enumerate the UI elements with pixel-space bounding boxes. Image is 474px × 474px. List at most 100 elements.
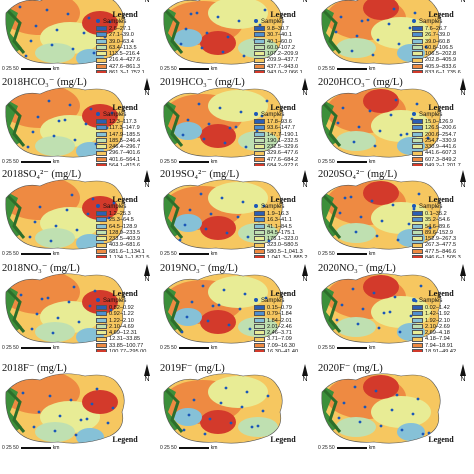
legend-row: 2.69–4.18	[412, 330, 470, 336]
sample-point	[399, 133, 403, 137]
sample-point	[248, 327, 252, 331]
sample-point	[201, 284, 205, 288]
legend-row: 7.6–26.7	[412, 26, 470, 32]
sample-dot-icon	[412, 19, 416, 24]
sample-point	[45, 8, 49, 12]
sample-point	[73, 138, 77, 142]
sample-point	[92, 51, 96, 55]
north-arrow-icon: N	[458, 78, 468, 98]
sample-point	[21, 391, 25, 395]
north-arrow-icon: N	[142, 364, 152, 384]
sample-point	[204, 227, 208, 231]
sample-point	[241, 200, 245, 204]
legend-row: 1.2–25.3	[96, 211, 154, 217]
sample-point	[354, 230, 358, 234]
legend-samples: Samples	[96, 19, 154, 26]
legend-row: 607.3–849.2	[412, 157, 470, 163]
north-arrow-icon: N	[300, 364, 310, 384]
legend: Legend Samples 1.2–25.3 25.3–64.5 64.5–128.9…	[96, 196, 154, 258]
panel-title: 2019NO₃⁻ (mg/L)	[160, 263, 238, 274]
legend-row: 185.5–246.4	[96, 138, 154, 144]
legend: Legend Samples 7.6–26.7 26.7–39.0 39.0–60.8 6…	[412, 11, 470, 73]
sample-point	[26, 145, 30, 149]
sample-point	[112, 201, 116, 205]
sample-point	[29, 39, 33, 43]
legend-row: 2.46–3.71	[254, 330, 312, 336]
sample-point	[426, 136, 430, 140]
sample-point	[368, 109, 372, 113]
sample-dot-icon	[96, 19, 100, 24]
sample-point	[200, 46, 204, 50]
sample-point	[240, 405, 244, 409]
sample-point	[106, 421, 110, 425]
scale-bar: 0 25 50 km	[2, 445, 60, 451]
sample-point	[74, 433, 78, 437]
sample-point	[69, 398, 73, 402]
legend-row: 175.1–323.0	[254, 236, 312, 242]
region-map	[163, 273, 283, 344]
scale-bar: 0 25 50 km	[2, 66, 60, 72]
sample-point	[53, 429, 57, 433]
legend-row: 437.7–943.0	[254, 64, 312, 70]
legend-row: 580.5–1,041.3	[254, 249, 312, 255]
legend-row: 833.6–1,735.6	[412, 70, 470, 73]
legend-title: Legend	[428, 103, 454, 112]
legend-row: 15.0–126.9	[412, 119, 470, 125]
sample-point	[187, 413, 191, 417]
legend-row: 25.3–64.5	[96, 217, 154, 223]
north-arrow-icon: N	[300, 78, 310, 98]
panel-title: 2018NO₃⁻ (mg/L)	[2, 263, 80, 274]
legend: Legend	[96, 436, 154, 444]
sample-point	[179, 42, 183, 46]
legend-row: 4.69–12.31	[96, 330, 154, 336]
sample-point	[36, 115, 40, 119]
legend-row: 7.94–18.91	[412, 343, 470, 349]
sample-point	[417, 192, 421, 196]
sample-point	[211, 304, 215, 308]
sample-dot-icon	[96, 112, 100, 117]
sample-point	[395, 393, 399, 397]
legend-samples: Samples	[412, 204, 470, 211]
legend-samples: Samples	[96, 298, 154, 305]
legend-row: 84.5–175.1	[254, 230, 312, 236]
legend-samples: Samples	[254, 204, 312, 211]
map-panel: N Legend Samples 9.8–30.7 30.7–40.1 40.1–60.0…	[158, 0, 314, 73]
sample-point	[189, 12, 193, 16]
sample-point	[376, 38, 380, 42]
legend-row: 89.6–152.9	[412, 230, 470, 236]
sample-point	[24, 54, 28, 58]
legend-row: 16.3–41.1	[254, 217, 312, 223]
sample-point	[428, 226, 432, 230]
sample-point	[49, 239, 53, 243]
sample-point	[181, 133, 185, 137]
sample-point	[375, 234, 379, 238]
sample-point	[107, 216, 111, 220]
sample-point	[110, 111, 114, 115]
legend-row: 117.3–147.9	[96, 125, 154, 131]
sample-point	[397, 42, 401, 46]
sample-point	[184, 27, 188, 31]
sample-point	[57, 119, 61, 123]
sample-point	[84, 122, 88, 126]
legend-row: 296.7–401.6	[96, 150, 154, 156]
legend: Legend Samples 15.0–126.9 126.9–200.6 200.6–…	[412, 104, 470, 166]
sample-point	[207, 122, 211, 126]
scale-bar: 0 25 50 km	[160, 345, 218, 351]
sample-point	[195, 11, 199, 15]
panel-title: 2020HCO₃⁻ (mg/L)	[318, 77, 403, 88]
legend-row: 16.30–41.40	[254, 349, 312, 352]
legend-row: 216.4–427.6	[96, 57, 154, 63]
sample-point	[350, 49, 354, 53]
legend-row: 1.84–2.01	[254, 318, 312, 324]
scale-bar: 0 25 50 km	[318, 66, 376, 72]
sample-point	[360, 19, 364, 23]
sample-point	[396, 238, 400, 242]
legend-row: 2.6–27.1	[96, 26, 154, 32]
legend-row: 39.0–60.8	[412, 39, 470, 45]
legend-row: 12.31–33.85	[96, 336, 154, 342]
scale-bar: 0 25 50 km	[160, 159, 218, 165]
sample-point	[218, 106, 222, 110]
sample-point	[337, 416, 341, 420]
region-map	[5, 373, 125, 444]
sample-point	[228, 126, 232, 130]
